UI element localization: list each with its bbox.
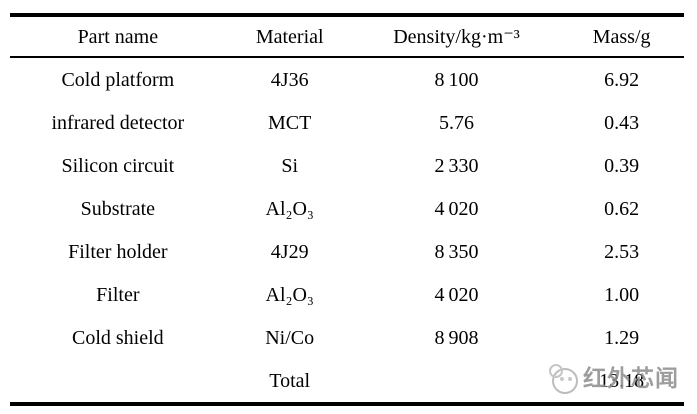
- cell-density: 8 908: [434, 326, 479, 349]
- table-row: infrared detector MCT 5.76 0.43: [10, 101, 684, 144]
- parts-mass-table: Part name Material Density/kg·m⁻³ Mass/g…: [10, 13, 684, 406]
- table-bottom-rule: [10, 402, 684, 406]
- cell-mass: 0.62: [604, 197, 640, 220]
- cell-part: infrared detector: [51, 111, 185, 134]
- column-header-part-name: Part name: [77, 25, 159, 48]
- cell-material: 4J36: [270, 68, 309, 91]
- cell-density: 8 100: [434, 68, 479, 91]
- cell-density: 8 350: [434, 240, 479, 263]
- cell-part: Cold platform: [61, 68, 175, 91]
- cell-part: Filter: [96, 283, 140, 306]
- table-header-rule: [10, 56, 684, 58]
- table-row: Filter Al₂O₃ 4 020 1.00: [10, 273, 684, 316]
- cell-density: 2 330: [434, 154, 479, 177]
- cell-material: Si: [281, 154, 299, 177]
- column-header-mass: Mass/g: [592, 25, 651, 48]
- cell-part: Substrate: [80, 197, 156, 220]
- cell-density: [354, 359, 560, 402]
- cell-mass: 1.00: [604, 283, 640, 306]
- cell-density: 5.76: [439, 111, 474, 134]
- cell-material: 4J29: [270, 240, 309, 263]
- cell-material: Al₂O₃: [265, 197, 314, 220]
- cell-material: Total: [269, 369, 311, 392]
- cell-mass: 1.29: [604, 326, 640, 349]
- column-header-material: Material: [255, 25, 324, 48]
- cell-part: Cold shield: [72, 326, 164, 349]
- table-header-row: Part name Material Density/kg·m⁻³ Mass/g: [10, 17, 684, 56]
- cell-material: Ni/Co: [265, 326, 315, 349]
- cell-density: 4 020: [434, 283, 479, 306]
- cell-part: Silicon circuit: [61, 154, 175, 177]
- column-header-density: Density/kg·m⁻³: [393, 25, 520, 48]
- cell-density: 4 020: [434, 197, 479, 220]
- table-row-total: Total 13.18: [10, 359, 684, 402]
- cell-part: Filter holder: [68, 240, 168, 263]
- table-row: Cold shield Ni/Co 8 908 1.29: [10, 316, 684, 359]
- table-row: Substrate Al₂O₃ 4 020 0.62: [10, 187, 684, 230]
- cell-mass: 0.39: [604, 154, 640, 177]
- table-row: Cold platform 4J36 8 100 6.92: [10, 58, 684, 101]
- cell-mass: 13.18: [599, 369, 645, 392]
- table-top-rule: [10, 13, 684, 17]
- table-row: Filter holder 4J29 8 350 2.53: [10, 230, 684, 273]
- cell-mass: 2.53: [604, 240, 640, 263]
- cell-mass: 6.92: [604, 68, 640, 91]
- table-row: Silicon circuit Si 2 330 0.39: [10, 144, 684, 187]
- cell-mass: 0.43: [604, 111, 640, 134]
- cell-material: Al₂O₃: [265, 283, 314, 306]
- cell-part: [10, 359, 226, 402]
- cell-material: MCT: [268, 111, 312, 134]
